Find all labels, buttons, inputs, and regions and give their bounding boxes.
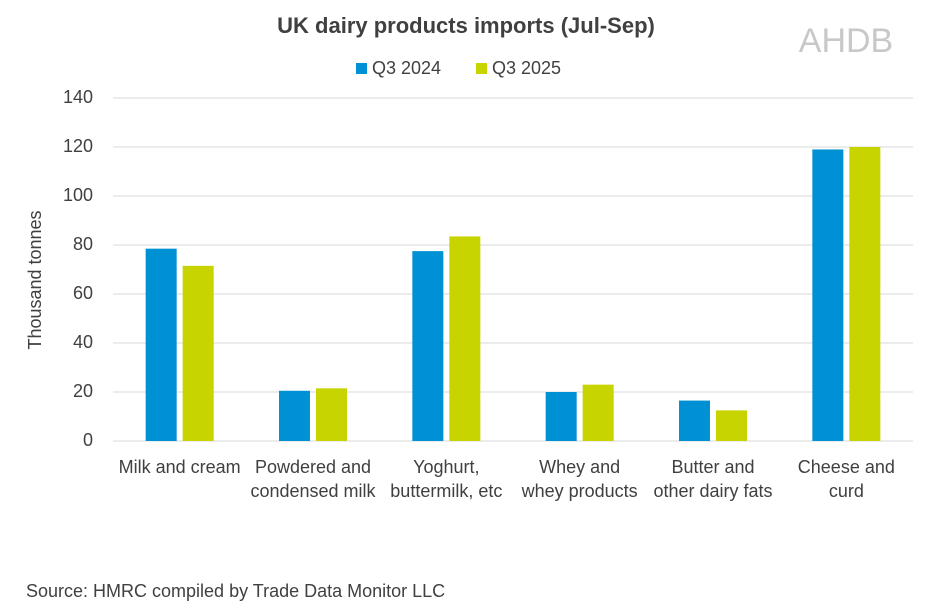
x-tick-label-box: Whey and whey products: [521, 457, 638, 501]
bar: [316, 388, 347, 441]
x-tick-label-box: Cheese and curd: [797, 457, 895, 501]
x-tick-label-box: Yoghurt, buttermilk, etc: [390, 457, 503, 501]
y-axis-label: Thousand tonnes: [25, 210, 45, 349]
bar: [849, 147, 881, 441]
y-tick-label: 80: [73, 234, 93, 254]
x-tick-label-box: Butter and other dairy fats: [653, 457, 773, 501]
bar: [449, 236, 481, 441]
x-tick-label: Cheese and curd: [797, 457, 895, 501]
x-tick-label: Whey and whey products: [521, 457, 638, 501]
bar: [145, 248, 177, 441]
x-tick-label-box: Powdered and condensed milk: [250, 457, 376, 501]
bar: [679, 400, 710, 441]
y-tick-label: 60: [73, 283, 93, 303]
x-tick-label: Butter and other dairy fats: [653, 457, 773, 501]
y-tick-label: 0: [83, 430, 93, 450]
legend-swatch: [356, 63, 367, 74]
logo: AHDB: [799, 22, 893, 60]
x-tick-label: Yoghurt, buttermilk, etc: [390, 457, 503, 501]
chart-title: UK dairy products imports (Jul-Sep): [277, 13, 655, 38]
bar: [412, 251, 444, 441]
y-tick-label: 140: [63, 87, 93, 107]
bar: [582, 384, 614, 441]
y-tick-label: 20: [73, 381, 93, 401]
legend-swatch: [476, 63, 487, 74]
x-tick-label-box: Milk and cream: [118, 457, 241, 477]
bar: [279, 390, 310, 441]
x-tick-label: Milk and cream: [118, 457, 241, 477]
legend-label: Q3 2024: [372, 58, 441, 78]
source-note: Source: HMRC compiled by Trade Data Moni…: [26, 581, 445, 601]
x-tick-label: Powdered and condensed milk: [250, 457, 376, 501]
y-tick-label: 100: [63, 185, 93, 205]
bar: [716, 410, 747, 441]
bar: [812, 149, 844, 441]
y-tick-label: 120: [63, 136, 93, 156]
legend-label: Q3 2025: [492, 58, 561, 78]
bar: [545, 392, 577, 441]
y-tick-label: 40: [73, 332, 93, 352]
bar: [182, 265, 214, 441]
